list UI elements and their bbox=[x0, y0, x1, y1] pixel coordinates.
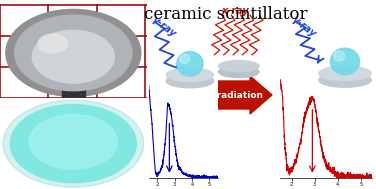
Text: irradiation: irradiation bbox=[209, 91, 263, 99]
Ellipse shape bbox=[166, 68, 214, 82]
Ellipse shape bbox=[177, 52, 203, 76]
Circle shape bbox=[32, 30, 114, 83]
Ellipse shape bbox=[218, 60, 259, 72]
X-axis label: Light Yield (Photons/MeV): Light Yield (Photons/MeV) bbox=[281, 188, 371, 189]
Ellipse shape bbox=[166, 74, 214, 88]
Circle shape bbox=[6, 9, 141, 96]
Ellipse shape bbox=[218, 66, 259, 77]
Text: γ-ray: γ-ray bbox=[290, 15, 318, 40]
Ellipse shape bbox=[180, 54, 190, 64]
Circle shape bbox=[38, 34, 67, 53]
Ellipse shape bbox=[331, 48, 359, 75]
Circle shape bbox=[15, 15, 132, 91]
X-axis label: Light Yield (Photons/MeV): Light Yield (Photons/MeV) bbox=[138, 188, 228, 189]
Text: ceramic scintillator: ceramic scintillator bbox=[144, 6, 307, 23]
Ellipse shape bbox=[319, 66, 371, 81]
Text: γ-ray: γ-ray bbox=[150, 15, 178, 40]
Circle shape bbox=[10, 105, 136, 183]
FancyArrow shape bbox=[200, 76, 272, 114]
Circle shape bbox=[29, 115, 117, 169]
Bar bbox=[62, 87, 85, 98]
Circle shape bbox=[3, 100, 144, 187]
Ellipse shape bbox=[334, 51, 345, 61]
Ellipse shape bbox=[319, 73, 371, 87]
Text: x-ray: x-ray bbox=[221, 6, 249, 16]
